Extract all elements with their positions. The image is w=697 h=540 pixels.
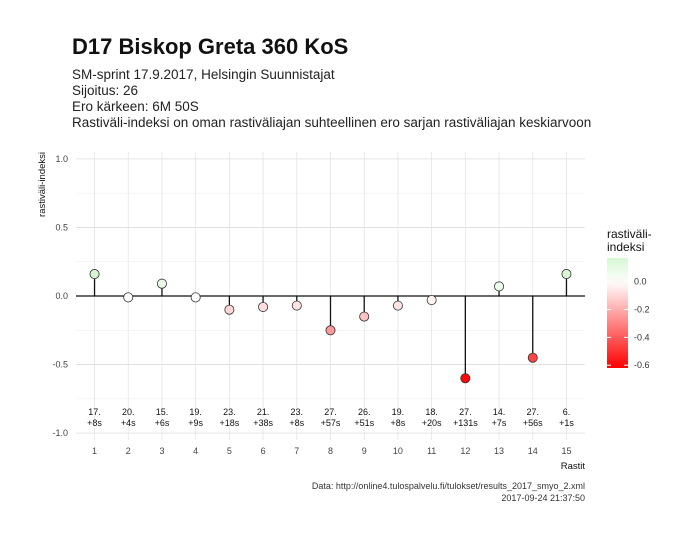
data-point <box>224 304 235 315</box>
point-label-time: +131s <box>453 418 478 428</box>
point-label-time: +7s <box>492 418 507 428</box>
data-point <box>89 269 100 280</box>
x-tick-label: 15 <box>561 446 571 456</box>
point-label-time: +8s <box>87 418 102 428</box>
color-legend: rastiväli-indeksi 0.0 -0.2 -0.4 -0.6 <box>607 227 652 370</box>
x-tick-label: 13 <box>494 446 504 456</box>
x-tick-label: 7 <box>294 446 299 456</box>
caption-line: Data: http://online4.tulospalvelu.fi/tul… <box>312 481 585 491</box>
x-tick-label: 8 <box>328 446 333 456</box>
point-label-rank: 23. <box>291 407 304 417</box>
point-label-rank: 23. <box>223 407 236 417</box>
x-tick-label: 4 <box>193 446 198 456</box>
data-point <box>527 352 538 363</box>
point-label-time: +20s <box>422 418 442 428</box>
point-label-time: +51s <box>354 418 374 428</box>
x-tick-label: 11 <box>427 446 436 456</box>
legend-tick-label: -0.2 <box>634 305 650 315</box>
point-label-rank: 14. <box>493 407 506 417</box>
x-tick-label: 12 <box>460 446 470 456</box>
caption: Data: http://online4.tulospalvelu.fi/tul… <box>312 481 585 503</box>
chart-subtitle: SM-sprint 17.9.2017, Helsingin Suunnista… <box>72 67 591 131</box>
point-label-rank: 21. <box>257 407 270 417</box>
x-tick-label: 10 <box>393 446 403 456</box>
point-label-time: +9s <box>188 418 203 428</box>
y-axis-title: rastiväli-indeksi <box>37 152 48 217</box>
point-label-time: +18s <box>219 418 239 428</box>
point-label-time: +38s <box>253 418 273 428</box>
subtitle-line-event: SM-sprint 17.9.2017, Helsingin Suunnista… <box>72 67 335 82</box>
caption-line: 2017-09-24 21:37:50 <box>501 493 585 503</box>
legend-tick-label: -0.6 <box>634 360 650 370</box>
chart-title: D17 Biskop Greta 360 KoS <box>72 34 349 59</box>
point-label-rank: 20. <box>122 407 135 417</box>
y-tick-label: 0.0 <box>55 291 68 301</box>
x-tick-label: 6 <box>261 446 266 456</box>
y-tick-label: -1.0 <box>52 428 68 438</box>
point-label-rank: 27. <box>324 407 337 417</box>
y-tick-label: 1.0 <box>55 154 68 164</box>
point-label-rank: 18. <box>425 407 438 417</box>
point-label-time: +4s <box>121 418 136 428</box>
point-label-rank: 17. <box>88 407 101 417</box>
point-label-rank: 15. <box>156 407 169 417</box>
data-point <box>190 292 201 303</box>
x-tick-label: 2 <box>126 446 131 456</box>
legend-title: indeksi <box>607 240 644 254</box>
point-label-time: +1s <box>559 418 574 428</box>
point-label-time: +8s <box>289 418 304 428</box>
legend-title: rastiväli- <box>607 227 652 241</box>
point-label-rank: 19. <box>392 407 405 417</box>
legend-colorbar <box>607 258 628 368</box>
x-tick-label: 5 <box>227 446 232 456</box>
point-label-time: +8s <box>391 418 406 428</box>
data-point <box>325 325 336 336</box>
data-point <box>359 311 370 322</box>
point-labels: 17.+8s20.+4s15.+6s19.+9s23.+18s21.+38s23… <box>87 407 574 428</box>
x-tick-label: 9 <box>362 446 367 456</box>
data-point <box>291 300 302 311</box>
x-tick-label: 1 <box>92 446 97 456</box>
point-label-rank: 27. <box>459 407 472 417</box>
data-point <box>123 292 134 303</box>
data-point <box>156 278 167 289</box>
point-label-rank: 27. <box>526 407 539 417</box>
data-point <box>392 300 403 311</box>
x-tick-label: 3 <box>159 446 164 456</box>
subtitle-line-description: Rastiväli-indeksi on oman rastiväliajan … <box>72 115 592 130</box>
data-point <box>258 301 269 312</box>
data-point <box>460 373 471 384</box>
point-label-rank: 6. <box>563 407 571 417</box>
legend-tick-label: -0.4 <box>634 332 650 342</box>
legend-tick-label: 0.0 <box>634 277 647 287</box>
point-label-time: +56s <box>523 418 543 428</box>
point-label-time: +57s <box>321 418 341 428</box>
data-marks <box>89 269 572 384</box>
point-label-rank: 26. <box>358 407 371 417</box>
subtitle-line-rank: Sijoitus: 26 <box>72 83 139 98</box>
x-axis-title: Rastit <box>561 461 586 472</box>
point-label-rank: 19. <box>189 407 202 417</box>
data-point <box>426 295 437 306</box>
y-tick-label: 0.5 <box>55 222 68 232</box>
subtitle-line-gap: Ero kärkeen: 6M 50S <box>72 99 199 114</box>
y-tick-label: -0.5 <box>52 360 68 370</box>
point-label-time: +6s <box>155 418 170 428</box>
data-point <box>494 281 505 292</box>
x-tick-label: 14 <box>528 446 538 456</box>
data-point <box>561 269 572 280</box>
